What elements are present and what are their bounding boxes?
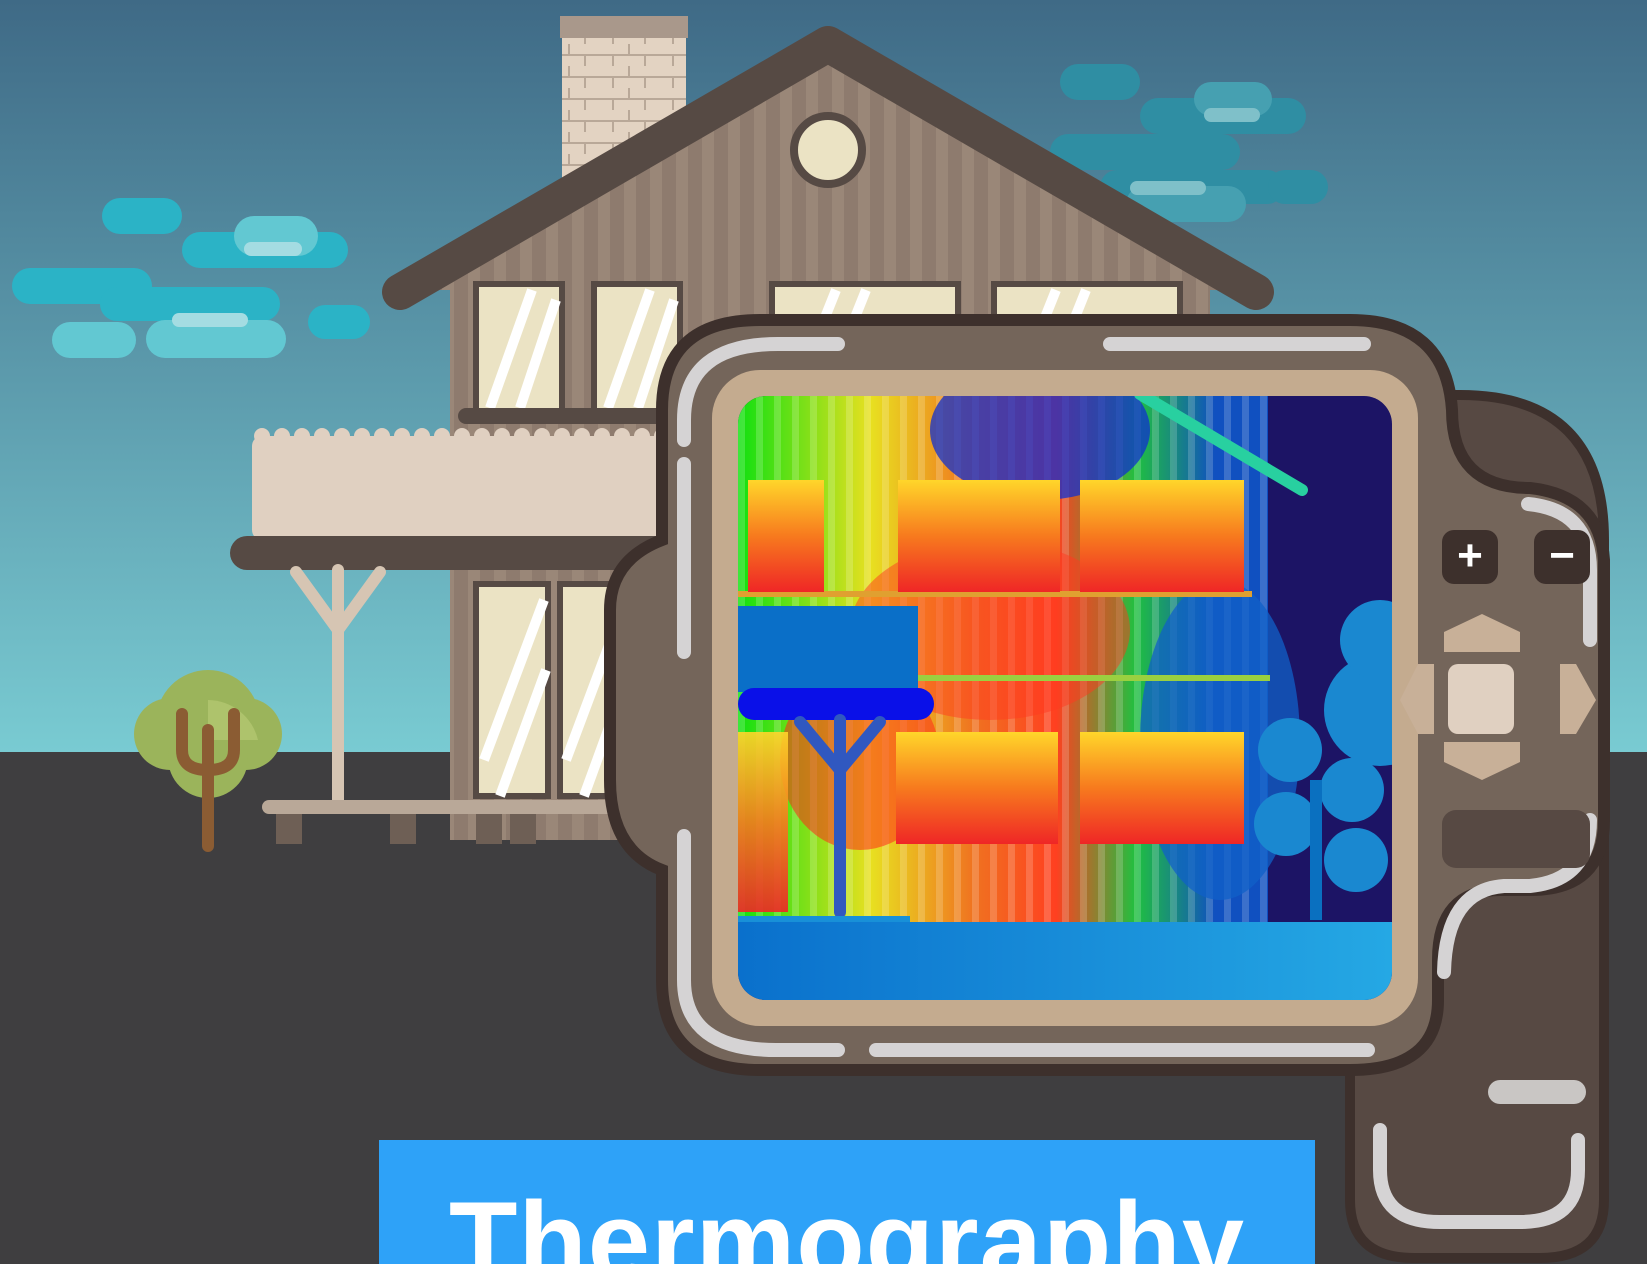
thermal-balcony xyxy=(738,606,934,918)
balcony xyxy=(230,428,690,844)
cloud-right xyxy=(1050,64,1328,222)
dpad-center-button[interactable] xyxy=(1448,664,1514,734)
zoom-in-button[interactable]: + xyxy=(1442,530,1498,584)
zoom-in-label: + xyxy=(1457,531,1483,580)
dpad-down-button[interactable] xyxy=(1444,742,1520,780)
attic-window xyxy=(790,112,866,188)
thermal-screen xyxy=(738,396,1392,1000)
zoom-out-button[interactable]: − xyxy=(1534,530,1590,584)
dpad-left-button[interactable] xyxy=(1400,664,1434,734)
banner-title: Thermography xyxy=(448,1179,1246,1264)
dpad-up-button[interactable] xyxy=(1444,614,1520,652)
camera-function-button[interactable] xyxy=(1442,810,1590,868)
thermal-tree xyxy=(1254,600,1392,920)
thermal-hot-windows xyxy=(738,480,1244,912)
tree xyxy=(134,670,282,852)
dpad-icon[interactable] xyxy=(1400,614,1596,780)
zoom-out-label: − xyxy=(1549,531,1575,580)
cloud-left xyxy=(12,198,370,358)
roof xyxy=(382,26,1274,310)
dpad-right-button[interactable] xyxy=(1560,664,1596,734)
title-banner: Thermography xyxy=(379,1140,1315,1264)
